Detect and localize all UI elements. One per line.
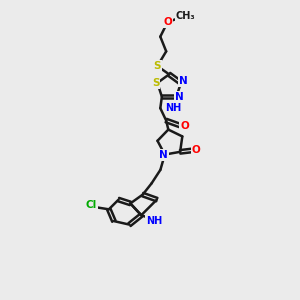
Text: N: N: [159, 150, 168, 160]
Text: S: S: [154, 61, 161, 71]
Text: NH: NH: [166, 103, 182, 112]
Text: N: N: [175, 92, 184, 102]
Text: O: O: [163, 17, 172, 27]
Text: NH: NH: [146, 216, 162, 226]
Text: Cl: Cl: [85, 200, 97, 211]
Text: S: S: [152, 78, 160, 88]
Text: O: O: [180, 121, 189, 131]
Text: O: O: [192, 146, 200, 155]
Text: CH₃: CH₃: [176, 11, 195, 21]
Text: N: N: [179, 76, 188, 86]
